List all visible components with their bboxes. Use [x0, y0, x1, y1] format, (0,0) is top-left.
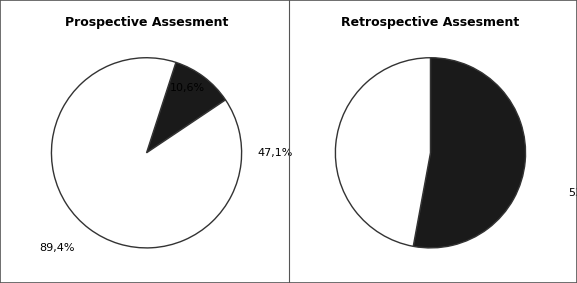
Wedge shape: [335, 58, 430, 246]
Text: 89,4%: 89,4%: [40, 243, 75, 253]
Text: 10,6%: 10,6%: [170, 83, 205, 93]
Wedge shape: [413, 58, 526, 248]
Title: Prospective Assesment: Prospective Assesment: [65, 16, 228, 29]
Wedge shape: [147, 62, 226, 153]
Text: 52,9%: 52,9%: [568, 188, 577, 198]
Text: 47,1%: 47,1%: [257, 148, 293, 158]
Wedge shape: [51, 58, 242, 248]
Title: Retrospective Assesment: Retrospective Assesment: [342, 16, 520, 29]
